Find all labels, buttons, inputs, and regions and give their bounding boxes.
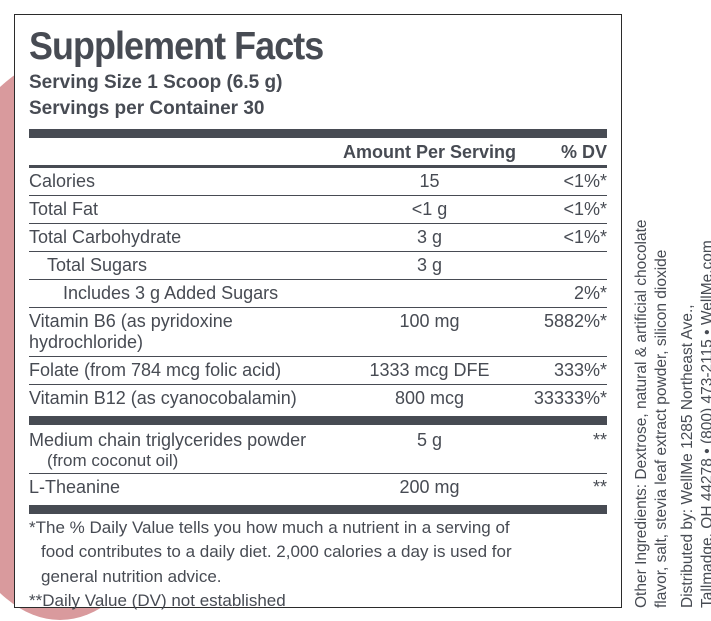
row-amount: 15: [342, 171, 517, 192]
row-amount: 200 mg: [342, 477, 517, 498]
row-name: L-Theanine: [29, 477, 342, 498]
row-name: Calories: [29, 171, 342, 192]
table-row: Vitamin B6 (as pyridoxine hydrochloride)…: [29, 308, 607, 356]
row-dv: 2%*: [517, 283, 607, 304]
other-ingredients-l1: Other Ingredients: Dextrose, natural & a…: [633, 219, 650, 608]
row-amount: 3 g: [342, 255, 517, 276]
table-body: Calories15<1%*Total Fat<1 g<1%*Total Car…: [29, 168, 607, 515]
other-ingredients-l2: flavor, salt, stevia leaf extract powder…: [653, 250, 670, 608]
table-row: Vitamin B12 (as cyanocobalamin)800 mcg33…: [29, 385, 607, 412]
row-amount: 100 mg: [342, 311, 517, 332]
row-name: Folate (from 784 mcg folic acid): [29, 360, 342, 381]
row-dv: 5882%*: [517, 311, 607, 332]
rule-thick-top: [29, 129, 607, 138]
table-row: Calories15<1%*: [29, 168, 607, 195]
row-dv: <1%*: [517, 199, 607, 220]
row-dv: <1%*: [517, 227, 607, 248]
footnote-dv-b: food contributes to a daily diet. 2,000 …: [29, 542, 607, 562]
row-name: Vitamin B6 (as pyridoxine hydrochloride): [29, 311, 342, 353]
header-blank: [29, 142, 342, 163]
header-dv: % DV: [517, 142, 607, 163]
row-dv: <1%*: [517, 171, 607, 192]
row-name: Includes 3 g Added Sugars: [29, 283, 342, 304]
row-name: Total Fat: [29, 199, 342, 220]
header-amount: Amount Per Serving: [342, 142, 517, 163]
table-row: Medium chain triglycerides powder(from c…: [29, 427, 607, 474]
row-name: Total Sugars: [29, 255, 342, 276]
rule-thick: [29, 505, 607, 514]
table-row: Total Sugars3 g: [29, 252, 607, 279]
table-header: Amount Per Serving % DV: [29, 140, 607, 165]
table-row: L-Theanine200 mg**: [29, 474, 607, 501]
row-amount: 800 mcg: [342, 388, 517, 409]
row-dv: **: [517, 430, 607, 451]
row-dv: 33333%*: [517, 388, 607, 409]
table-row: Includes 3 g Added Sugars 2%*: [29, 280, 607, 307]
table-row: Folate (from 784 mcg folic acid)1333 mcg…: [29, 357, 607, 384]
row-amount: 5 g: [342, 430, 517, 451]
row-name: Total Carbohydrate: [29, 227, 342, 248]
panel-title: Supplement Facts: [29, 25, 561, 69]
row-amount: <1 g: [342, 199, 517, 220]
footnote-dv-c: general nutrition advice.: [29, 567, 607, 587]
row-amount: 1333 mcg DFE: [342, 360, 517, 381]
table-row: Total Carbohydrate3 g<1%*: [29, 224, 607, 251]
row-dv: 333%*: [517, 360, 607, 381]
table-row: Total Fat<1 g<1%*: [29, 196, 607, 223]
footnote-undef: **Daily Value (DV) not established: [29, 591, 607, 611]
footnote-dv-a: *The % Daily Value tells you how much a …: [29, 518, 607, 538]
serving-size: Serving Size 1 Scoop (6.5 g): [29, 71, 607, 95]
row-name: Medium chain triglycerides powder(from c…: [29, 430, 342, 471]
row-amount: 3 g: [342, 227, 517, 248]
servings-per-container: Servings per Container 30: [29, 97, 607, 121]
other-ingredients: Other Ingredients: Dextrose, natural & a…: [632, 14, 672, 608]
sidebar-text: Other Ingredients: Dextrose, natural & a…: [632, 14, 702, 608]
distributed-l1: Distributed by: WellMe 1285 Northeast Av…: [679, 304, 696, 608]
distributed-by: Distributed by: WellMe 1285 Northeast Av…: [678, 14, 711, 608]
row-subtext: (from coconut oil): [29, 451, 342, 471]
rule-thick: [29, 416, 607, 425]
row-dv: **: [517, 477, 607, 498]
distributed-l2: Tallmadge, OH 44278 • (800) 473-2115 • W…: [699, 240, 711, 608]
row-name: Vitamin B12 (as cyanocobalamin): [29, 388, 342, 409]
supplement-facts-panel: Supplement Facts Serving Size 1 Scoop (6…: [14, 14, 622, 608]
